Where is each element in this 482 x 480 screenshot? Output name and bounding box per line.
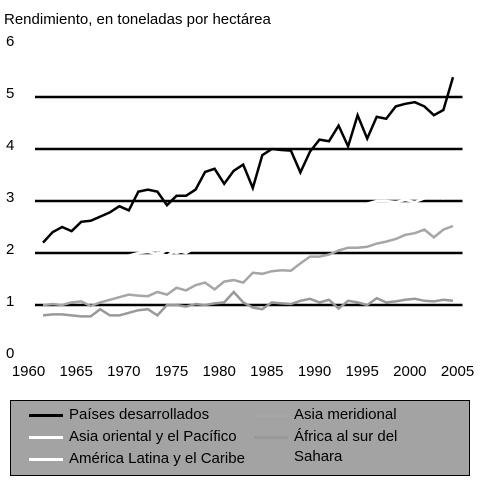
- legend-item: Asia meridional: [254, 405, 454, 425]
- x-tick-label: 1965: [59, 363, 92, 380]
- chart-title: Rendimiento, en toneladas por hectárea: [4, 11, 272, 28]
- series-line: [42, 290, 454, 318]
- x-tick-label: 1985: [250, 363, 283, 380]
- series-line: [42, 224, 454, 308]
- legend-item: América Latina y el Caribe: [29, 449, 245, 469]
- legend-label: Países desarrollados: [69, 406, 210, 423]
- x-tick-label: 1995: [345, 363, 378, 380]
- x-tick-label: 1980: [202, 363, 235, 380]
- legend-swatch: [29, 414, 63, 417]
- legend-label: Asia meridional: [294, 406, 397, 423]
- legend-label: América Latina y el Caribe: [69, 450, 245, 467]
- legend-label: Asia oriental y el Pacífico: [69, 428, 237, 445]
- legend-swatch: [254, 436, 288, 439]
- legend-swatch: [254, 414, 288, 417]
- y-tick-label: 2: [6, 241, 14, 258]
- chart: Rendimiento, en toneladas por hectárea 0…: [4, 11, 474, 380]
- y-tick-label: 5: [6, 85, 14, 102]
- x-tick-label: 2000: [393, 363, 426, 380]
- series-line: [42, 205, 454, 294]
- legend-item: África al sur del Sahara: [254, 427, 454, 467]
- x-tick-label: 1975: [155, 363, 188, 380]
- series-line: [42, 193, 454, 286]
- x-tick-label: 1970: [107, 363, 140, 380]
- legend-swatch: [29, 436, 63, 439]
- legend: Países desarrollados Asia oriental y el P…: [10, 400, 470, 476]
- y-tick-label: 4: [6, 137, 14, 154]
- legend-label: África al sur del Sahara: [294, 428, 398, 465]
- x-tick-label: 2005: [441, 363, 474, 380]
- y-tick-label: 3: [6, 189, 14, 206]
- legend-item: Asia oriental y el Pacífico: [29, 427, 237, 447]
- series-line: [42, 76, 455, 244]
- y-tick-label: 6: [6, 33, 14, 50]
- legend-item: Países desarrollados: [29, 405, 209, 425]
- y-tick-label: 0: [6, 345, 14, 362]
- y-tick-label: 1: [6, 293, 14, 310]
- x-tick-label: 1960: [12, 363, 45, 380]
- legend-swatch: [29, 458, 63, 461]
- x-tick-label: 1990: [298, 363, 331, 380]
